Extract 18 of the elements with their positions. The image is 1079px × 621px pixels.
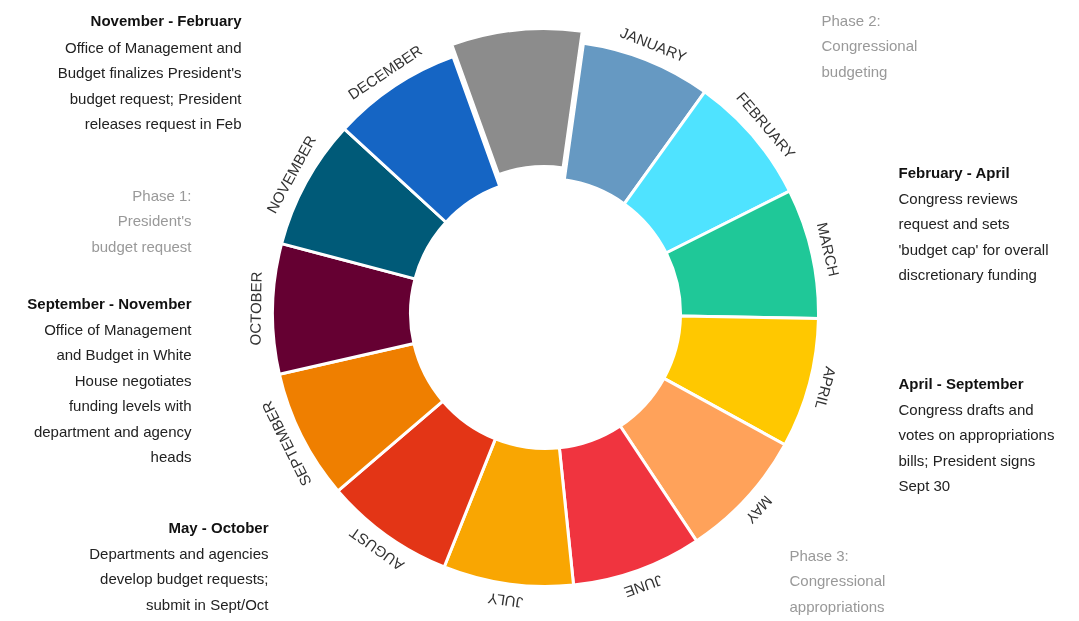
text: Congress reviews request and sets 'budget cap' for overall discretionary funding bbox=[898, 189, 1049, 283]
text: Phase 3: Congressional appropriations bbox=[789, 546, 886, 615]
text: April - September bbox=[898, 374, 1024, 392]
text: Departments and agencies develop budget requests; submit in Sept/Oct bbox=[89, 544, 270, 613]
slice-label: MARCH bbox=[813, 220, 843, 278]
text: Congress drafts and votes on appropriations bills; President signs Sept 30 bbox=[898, 400, 1055, 494]
text: September - November bbox=[27, 294, 192, 312]
slice-label: JUNE bbox=[622, 571, 665, 602]
slice-label: APRIL bbox=[811, 364, 840, 412]
text: February - April bbox=[898, 163, 1010, 181]
text: Phase 2: Congressional budgeting bbox=[821, 11, 918, 80]
text: May - October bbox=[168, 518, 269, 536]
text: Phase 1: President's budget request bbox=[91, 186, 193, 255]
text: November - February bbox=[90, 11, 243, 29]
text: Office of Management and Budget in White House negotiates funding levels with department and agency heads bbox=[33, 320, 193, 465]
text: Office of Management and Budget finalizes President's budget request; President releases request in Feb bbox=[57, 38, 243, 132]
slice-label: OCTOBER bbox=[246, 271, 265, 346]
slice-label: JULY bbox=[486, 589, 525, 612]
